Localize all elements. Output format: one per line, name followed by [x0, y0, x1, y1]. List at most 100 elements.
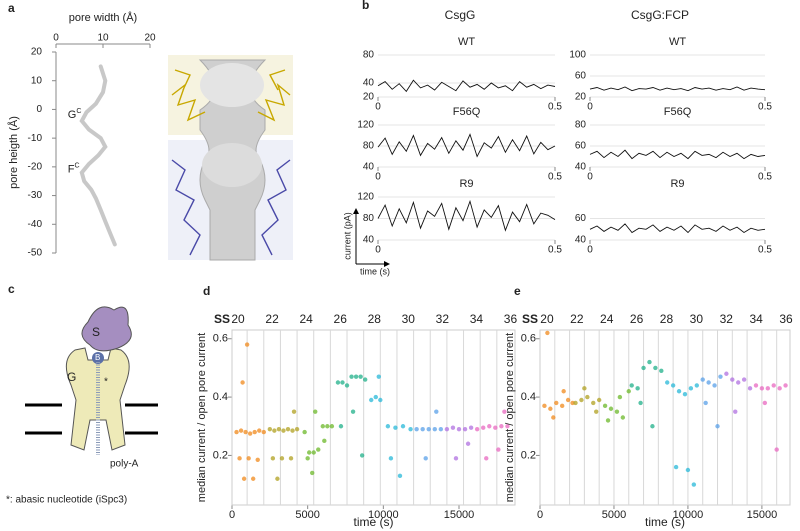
plot-frame [231, 329, 516, 506]
data-point [310, 470, 315, 476]
data-point [322, 438, 327, 444]
x-tick-label: 0.5 [548, 245, 562, 256]
data-point [594, 409, 599, 414]
data-point [554, 400, 559, 406]
y-tick-label: 60 [575, 213, 587, 224]
panel-label: d [203, 284, 210, 298]
data-point [765, 386, 771, 391]
data-point [620, 415, 626, 420]
data-point [456, 426, 462, 432]
y-tick-label: 60 [575, 141, 587, 152]
annotation: GC [68, 108, 82, 121]
trace-title: F56Q [453, 106, 481, 118]
y-axis-title: median current / open pore current [504, 333, 516, 502]
y-tick-label: 40 [363, 235, 375, 246]
data-point [261, 429, 266, 435]
data-point [349, 374, 354, 379]
data-point [414, 426, 419, 432]
trace-title: WT [458, 36, 475, 48]
y-tick-label: 120 [357, 192, 374, 203]
ss-tick-label: 28 [368, 312, 382, 326]
data-point [329, 424, 335, 429]
x-tick-label: 0 [537, 509, 543, 521]
pore-profile [79, 64, 117, 247]
data-point [614, 409, 620, 414]
data-point [548, 406, 553, 411]
data-point [605, 418, 611, 423]
data-point [290, 428, 295, 433]
y-tick-label: 20 [31, 47, 43, 58]
y-tick-label: 0 [36, 104, 42, 115]
data-point [481, 425, 486, 430]
data-point [505, 424, 510, 429]
data-point [325, 424, 330, 429]
y-tick-label: 40 [575, 235, 587, 246]
y-tick-label: 20 [363, 92, 375, 103]
data-point [638, 400, 643, 406]
annotation: FC [68, 163, 80, 176]
ss-tick-label: 32 [720, 312, 734, 326]
ss-label: SS [522, 312, 538, 326]
x-tick-label: 0 [587, 245, 593, 256]
data-point [432, 426, 437, 432]
annotation-sup: C [74, 163, 79, 170]
data-point [700, 377, 705, 382]
data-point [340, 380, 345, 385]
y-tick-label: 0.6 [213, 333, 228, 345]
y-tick-label: 80 [363, 50, 375, 61]
ss-tick-label: 24 [600, 312, 614, 326]
data-point [617, 394, 623, 400]
data-point [240, 380, 245, 385]
data-point [335, 380, 341, 385]
data-point [468, 425, 474, 430]
data-point [493, 425, 498, 430]
data-point [759, 386, 765, 391]
data-point [474, 426, 480, 432]
y-tick-label: 0.2 [213, 449, 228, 461]
data-point [502, 409, 507, 414]
data-point [311, 450, 316, 455]
diagram-label: B [95, 353, 100, 362]
y-tick-label: -10 [28, 133, 43, 144]
data-point [338, 424, 344, 429]
x-tick-label: 5000 [295, 509, 319, 521]
x-tick-label: 0.5 [758, 102, 772, 113]
current-trace [377, 199, 556, 232]
annotation-sup: C [76, 108, 81, 115]
y-tick-label: 100 [569, 50, 586, 61]
panel-label: e [514, 284, 521, 298]
data-point [685, 467, 691, 473]
y-tick-label: 20 [575, 92, 587, 103]
y-tick-label: 10 [31, 75, 43, 86]
data-point [408, 426, 413, 432]
data-point [320, 424, 326, 429]
data-point [670, 383, 676, 388]
y-tick-label: -30 [28, 190, 43, 201]
data-point [579, 397, 584, 403]
data-point [237, 456, 242, 461]
data-point [426, 426, 431, 432]
data-point [629, 383, 634, 388]
data-point [294, 426, 300, 432]
data-point [596, 397, 602, 403]
data-point [585, 394, 590, 400]
y-axis-title: median current / open pore current [196, 333, 208, 502]
data-point [647, 359, 652, 365]
data-point [438, 426, 444, 432]
data-point [393, 425, 398, 430]
trace-title: WT [669, 36, 686, 48]
data-point [736, 380, 741, 385]
y-tick-label: 0.4 [521, 391, 536, 403]
current-trace [377, 79, 556, 93]
data-point [762, 400, 768, 406]
data-point [288, 456, 294, 461]
y-tick-label: 40 [363, 78, 375, 89]
column-header: CsgG:FCP [631, 8, 689, 22]
x-tick-label: 10 [97, 33, 109, 44]
data-point [234, 429, 239, 435]
data-point [385, 424, 391, 429]
ss-tick-label: 36 [504, 312, 518, 326]
annotation-base: F [68, 164, 75, 176]
panel-label: c [8, 282, 15, 296]
y-tick-label: -40 [28, 219, 43, 230]
